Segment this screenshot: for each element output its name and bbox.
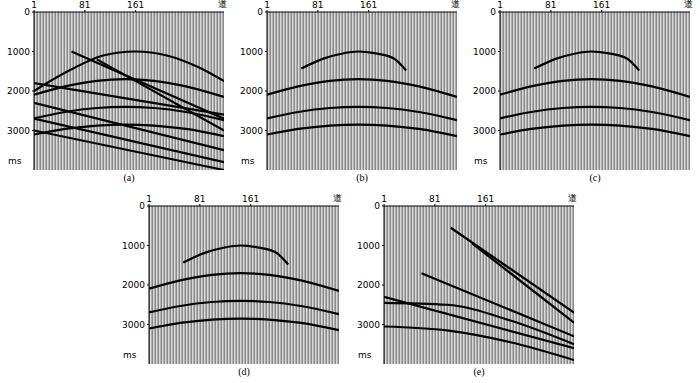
svg-text:1000: 1000 — [7, 47, 30, 57]
html-text:(b): (b) — [356, 172, 368, 183]
svg-text:2000: 2000 — [122, 280, 145, 290]
svg-text:1000: 1000 — [473, 47, 496, 57]
svg-text:161: 161 — [242, 194, 259, 204]
svg-text:1000: 1000 — [357, 241, 380, 251]
svg-text:3000: 3000 — [240, 126, 263, 136]
html-text:ms: ms — [241, 156, 255, 166]
svg-text:81: 81 — [194, 194, 205, 204]
svg-text:81: 81 — [545, 0, 556, 10]
svg-text:1: 1 — [31, 0, 37, 10]
html-text:(d): (d) — [238, 366, 250, 377]
html-text:道: 道 — [451, 0, 460, 9]
svg-text:81: 81 — [312, 0, 323, 10]
svg-text:3000: 3000 — [357, 320, 380, 330]
svg-text:0: 0 — [257, 7, 263, 17]
svg-text:2000: 2000 — [473, 86, 496, 96]
svg-text:1000: 1000 — [240, 47, 263, 57]
svg-text:161: 161 — [360, 0, 377, 10]
svg-text:161: 161 — [593, 0, 610, 10]
svg-text:81: 81 — [79, 0, 90, 10]
svg-text:3000: 3000 — [473, 126, 496, 136]
svg-text:2000: 2000 — [357, 280, 380, 290]
html-text:ms: ms — [8, 156, 22, 166]
svg-text:0: 0 — [139, 201, 145, 211]
svg-text:3000: 3000 — [122, 320, 145, 330]
html-text:(c): (c) — [589, 172, 601, 183]
svg-text:161: 161 — [127, 0, 144, 10]
html-text:道: 道 — [684, 0, 693, 9]
svg-text:1000: 1000 — [122, 241, 145, 251]
html-text:ms: ms — [358, 350, 372, 360]
svg-text:161: 161 — [477, 194, 494, 204]
svg-text:81: 81 — [429, 194, 440, 204]
svg-text:0: 0 — [374, 201, 380, 211]
svg-text:1: 1 — [264, 0, 270, 10]
html-text:道: 道 — [218, 0, 227, 9]
html-text:道: 道 — [333, 193, 342, 203]
html-text:(e): (e) — [473, 366, 485, 377]
html-text:ms: ms — [474, 156, 488, 166]
html-text:道: 道 — [568, 193, 577, 203]
svg-text:1: 1 — [146, 194, 152, 204]
html-text:ms: ms — [123, 350, 137, 360]
svg-text:0: 0 — [24, 7, 30, 17]
svg-text:0: 0 — [490, 7, 496, 17]
svg-text:3000: 3000 — [7, 126, 30, 136]
svg-text:1: 1 — [497, 0, 503, 10]
svg-text:2000: 2000 — [7, 86, 30, 96]
svg-text:1: 1 — [381, 194, 387, 204]
html-text:(a): (a) — [123, 172, 135, 183]
svg-text:2000: 2000 — [240, 86, 263, 96]
